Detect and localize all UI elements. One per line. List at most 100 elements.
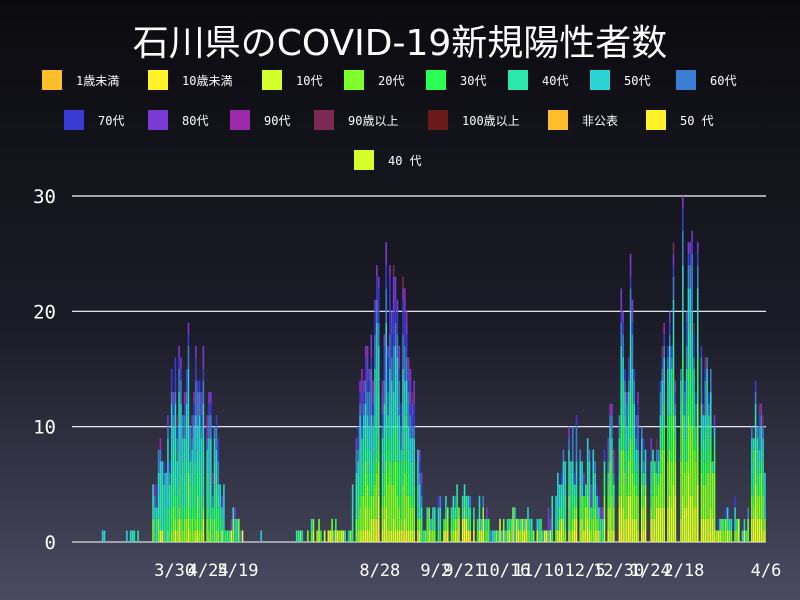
- bar-segment: [206, 415, 208, 427]
- bar-segment: [217, 530, 220, 542]
- bar-segment: [517, 530, 520, 542]
- bar-segment: [696, 288, 699, 323]
- bar-segment: [361, 484, 363, 496]
- bar-segment: [622, 449, 624, 508]
- bar-segment: [454, 530, 457, 542]
- bar-segment: [693, 392, 695, 427]
- bar-segment: [626, 518, 628, 542]
- bar-segment: [361, 495, 363, 531]
- bar-segment: [312, 518, 315, 531]
- bar-segment: [555, 518, 557, 531]
- bar-segment: [383, 426, 386, 473]
- bar-segment: [359, 438, 361, 496]
- bar-segment: [700, 345, 703, 358]
- bar-segment: [161, 461, 164, 485]
- bar-segment: [370, 369, 373, 416]
- bar-segment: [682, 265, 684, 312]
- bar-segment: [208, 530, 210, 542]
- bar-segment: [368, 369, 371, 381]
- legend-swatch: [548, 110, 568, 130]
- bar-segment: [523, 518, 526, 531]
- bar-segment: [708, 403, 710, 416]
- bar-segment: [626, 403, 628, 427]
- bar-segment: [454, 518, 457, 531]
- bar-segment: [366, 530, 369, 542]
- bar-segment: [488, 518, 490, 542]
- bar-segment: [372, 495, 374, 519]
- bar-segment: [405, 530, 408, 542]
- bar-segment: [637, 449, 639, 462]
- bar-segment: [376, 265, 378, 277]
- bar-segment: [607, 530, 609, 542]
- bar-segment: [655, 495, 658, 508]
- bar-segment: [667, 507, 669, 542]
- bar-segment: [760, 426, 762, 450]
- bar-segment: [372, 392, 374, 404]
- bar-segment: [413, 438, 415, 462]
- bar-segment: [385, 507, 387, 542]
- bar-segment: [568, 461, 570, 485]
- bar-segment: [758, 403, 761, 416]
- bar-segment: [482, 530, 484, 542]
- bar-segment: [172, 426, 175, 450]
- bar-segment: [713, 438, 716, 450]
- bar-segment: [674, 495, 677, 542]
- bar-segment: [588, 530, 591, 542]
- bar-segment: [391, 530, 393, 542]
- bar-segment: [411, 530, 414, 542]
- legend-label: 60代: [710, 73, 737, 88]
- bar-segment: [568, 530, 570, 542]
- legend-item: 70代: [64, 109, 124, 131]
- bar-segment: [213, 518, 216, 542]
- bar-segment: [607, 484, 609, 496]
- bar-segment: [385, 265, 387, 289]
- legend-label: 90代: [264, 113, 291, 128]
- bar-segment: [517, 518, 520, 531]
- bar-segment: [335, 518, 337, 531]
- bar-segment: [525, 518, 527, 542]
- bar-segment: [532, 530, 535, 542]
- x-tick-label: 2/18: [663, 561, 704, 581]
- bar-segment: [385, 242, 387, 266]
- bar-segment: [234, 518, 236, 531]
- bar-segment: [170, 472, 173, 508]
- bar-segment: [661, 507, 664, 542]
- bar-segment: [641, 484, 643, 508]
- legend-swatch: [148, 110, 168, 130]
- bar-segment: [327, 530, 330, 542]
- bar-segment: [734, 507, 736, 531]
- bar-segment: [213, 438, 216, 462]
- bar-segment: [724, 518, 727, 542]
- bar-segment: [596, 530, 598, 542]
- bar-segment: [364, 461, 367, 508]
- bar-segment: [687, 334, 690, 369]
- bar-segment: [193, 403, 195, 416]
- bar-segment: [196, 495, 199, 531]
- bar-segment: [154, 518, 156, 542]
- legend-swatch: [314, 110, 334, 130]
- bar-segment: [687, 472, 690, 531]
- bar-segment: [221, 507, 223, 519]
- bar-segment: [178, 507, 180, 519]
- bar-segment: [376, 369, 378, 450]
- bar-segment: [613, 472, 615, 485]
- bar-segment: [359, 507, 361, 531]
- bar-segment: [691, 230, 693, 243]
- bar-segment: [683, 461, 686, 473]
- bar-segment: [685, 322, 688, 346]
- bar-segment: [391, 357, 393, 381]
- bar-segment: [374, 484, 376, 519]
- bar-segment: [568, 484, 570, 496]
- bar-segment: [680, 369, 682, 381]
- bar-segment: [611, 449, 613, 473]
- bar-segment: [215, 426, 218, 450]
- bar-segment: [635, 518, 637, 542]
- bar-segment: [437, 530, 440, 542]
- bar-segment: [383, 495, 386, 519]
- bar-segment: [189, 518, 192, 531]
- bar-segment: [152, 495, 154, 519]
- bar-segment: [633, 403, 636, 427]
- bar-segment: [169, 461, 171, 473]
- bar-segment: [631, 299, 634, 323]
- bar-segment: [627, 357, 630, 381]
